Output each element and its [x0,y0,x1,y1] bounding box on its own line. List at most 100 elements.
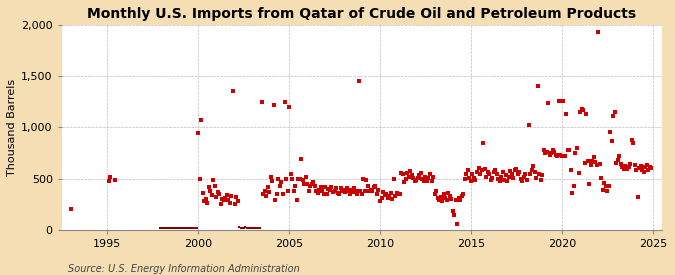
Point [423,175,434,180]
Point [264,190,275,194]
Point [261,194,272,198]
Point [479,167,490,172]
Point [258,192,269,196]
Point [159,226,170,230]
Point [326,185,337,189]
Point [444,194,455,198]
Point [305,183,316,188]
Point [219,198,230,202]
Point [585,163,596,167]
Point [356,192,367,196]
Point [217,197,227,201]
Point [529,170,540,175]
Point [534,172,545,177]
Point [370,183,381,188]
Point [320,185,331,189]
Point [466,178,477,183]
Point [355,189,366,193]
Point [578,108,589,112]
Point [321,192,332,196]
Point [616,162,626,166]
Point [406,173,417,178]
Point [194,176,205,181]
Point [373,188,384,192]
Point [220,196,231,200]
Point [637,168,647,172]
Point [350,189,361,193]
Point [434,198,445,202]
Point [546,151,557,155]
Point [349,186,360,190]
Point [176,226,187,230]
Point [572,146,583,150]
Point [297,177,308,182]
Point [387,197,398,201]
Point [606,138,617,143]
Point [319,192,329,196]
Point [570,151,581,155]
Point [226,194,237,198]
Point [229,202,240,206]
Point [605,130,616,135]
Point [590,160,601,164]
Point [612,158,623,162]
Point [197,191,208,195]
Point [468,175,479,180]
Point [540,151,551,155]
Point [191,226,202,230]
Point [193,131,204,136]
Point [488,170,499,175]
Point [629,163,640,167]
Point [187,226,198,230]
Point [275,183,286,188]
Point [487,175,497,180]
Point [528,164,539,169]
Point [344,192,355,196]
Point [250,226,261,230]
Point [231,195,242,199]
Point [383,194,394,198]
Point [564,148,575,152]
Point [594,162,605,166]
Point [544,153,555,157]
Point [252,226,263,230]
Point [375,199,385,203]
Point [511,167,522,172]
Point [317,189,328,193]
Point [599,180,610,185]
Point [241,226,252,230]
Point [203,185,214,189]
Point [623,165,634,169]
Point [610,110,620,114]
Point [362,183,373,188]
Point [429,192,440,196]
Point [163,226,173,230]
Point [243,226,254,230]
Point [454,196,464,200]
Point [185,226,196,230]
Point [538,148,549,152]
Point [360,189,371,193]
Point [337,189,348,193]
Point [497,170,508,175]
Point [190,226,200,230]
Point [634,166,645,170]
Point [541,150,552,154]
Point [335,186,346,190]
Point [235,226,246,230]
Point [367,189,378,193]
Point [385,191,396,195]
Point [379,193,390,197]
Point [267,178,278,183]
Point [188,226,199,230]
Point [620,164,631,169]
Point [282,189,293,193]
Point [404,174,414,179]
Point [522,177,533,182]
Point [381,192,392,196]
Point [494,178,505,183]
Point [562,148,573,152]
Point [202,201,213,205]
Point [256,100,267,104]
Point [167,226,178,230]
